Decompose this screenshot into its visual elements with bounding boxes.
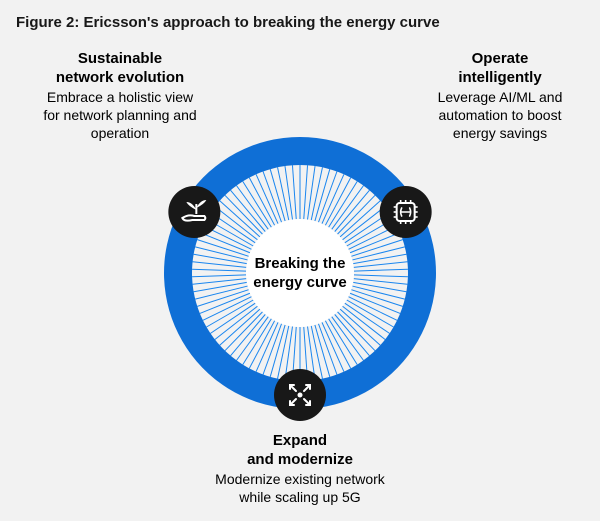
center-line1: Breaking the <box>255 255 346 272</box>
operate-sub-1: Leverage AI/ML and <box>438 89 563 105</box>
sustainable-title-2: network evolution <box>56 69 184 86</box>
operate-sub-2: automation to boost <box>439 107 562 123</box>
expand-sub-2: while scaling up 5G <box>239 489 360 505</box>
operate-title-2: intelligently <box>458 69 541 86</box>
center-line2: energy curve <box>253 274 346 291</box>
segment-operate: Operate intelligently Leverage AI/ML and… <box>410 50 590 142</box>
expand-title-2: and modernize <box>247 451 353 468</box>
wheel-center-label: Breaking the energy curve <box>240 255 360 293</box>
segment-expand: Expand and modernize Modernize existing … <box>190 432 410 506</box>
expand-title-1: Expand <box>273 432 327 449</box>
sustainable-sub-3: operation <box>91 125 149 141</box>
expand-sub-1: Modernize existing network <box>215 471 385 487</box>
sustainable-title-1: Sustainable <box>78 50 162 67</box>
sustainable-sub-2: for network planning and <box>43 107 196 123</box>
operate-title-1: Operate <box>472 50 529 67</box>
sustainable-sub-1: Embrace a holistic view <box>47 89 193 105</box>
operate-sub-3: energy savings <box>453 125 547 141</box>
ai-chip-icon <box>394 200 418 224</box>
segment-sustainable: Sustainable network evolution Embrace a … <box>30 50 210 142</box>
